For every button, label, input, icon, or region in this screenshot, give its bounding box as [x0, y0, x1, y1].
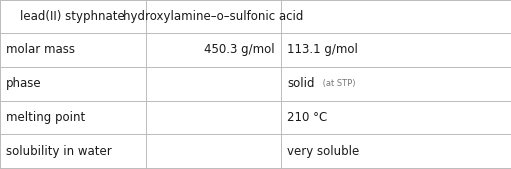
- Text: 113.1 g/mol: 113.1 g/mol: [287, 43, 358, 56]
- Text: 450.3 g/mol: 450.3 g/mol: [204, 43, 275, 56]
- Text: melting point: melting point: [6, 111, 85, 124]
- Text: phase: phase: [6, 77, 42, 90]
- Text: very soluble: very soluble: [287, 145, 359, 158]
- Text: hydroxylamine–o–sulfonic acid: hydroxylamine–o–sulfonic acid: [123, 10, 304, 23]
- Text: 210 °C: 210 °C: [287, 111, 328, 124]
- Text: lead(II) styphnate: lead(II) styphnate: [20, 10, 125, 23]
- Text: molar mass: molar mass: [6, 43, 75, 56]
- Text: solubility in water: solubility in water: [6, 145, 112, 158]
- Text: (at STP): (at STP): [320, 79, 355, 88]
- Text: solid: solid: [288, 77, 315, 90]
